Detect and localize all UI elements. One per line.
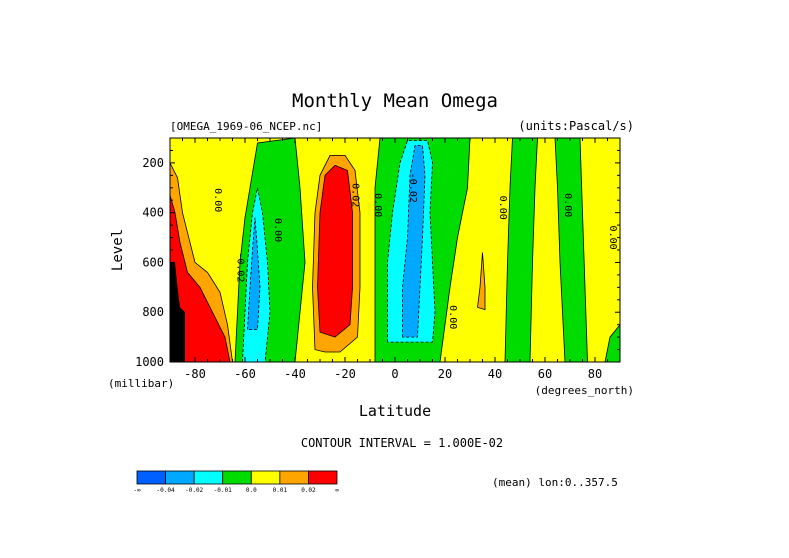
contour-region-blue_light-5 bbox=[402, 145, 426, 338]
y-tick-label-3: 800 bbox=[142, 305, 164, 319]
x-tick-label-5: 20 bbox=[438, 367, 452, 381]
y-axis-ticks: 200 400 600 800 1000 bbox=[135, 137, 620, 369]
contour-fill: 0.00 0.00 -0.02 0.02 0.00 -0.02 0.00 0.00 0.00 0.… bbox=[170, 138, 620, 362]
y-tick-label-0: 200 bbox=[142, 156, 164, 170]
x-tick-label-2: -40 bbox=[284, 367, 306, 381]
footnote: (mean) lon:0..357.5 bbox=[492, 476, 618, 489]
colorbar-swatch-5 bbox=[279, 470, 309, 485]
y-tick-label-4: 1000 bbox=[135, 355, 164, 369]
contour-label-0: 0.00 bbox=[212, 188, 223, 212]
contour-label-5: -0.02 bbox=[407, 173, 418, 203]
colorbar-swatch-4 bbox=[250, 470, 281, 485]
x-tick-label-0: -80 bbox=[184, 367, 206, 381]
contour-label-8: 0.00 bbox=[562, 193, 573, 217]
x-tick-label-8: 80 bbox=[588, 367, 602, 381]
colorbar-label-3: -0.01 bbox=[214, 487, 232, 494]
colorbar-label-1: -0.04 bbox=[157, 487, 175, 494]
units-label: (units:Pascal/s) bbox=[518, 119, 634, 133]
contour-label-6: 0.00 bbox=[447, 305, 458, 329]
contour-region-green-8 bbox=[604, 324, 620, 362]
contour-interval: CONTOUR INTERVAL = 1.000E-02 bbox=[301, 436, 503, 450]
colorbar-label-2: -0.02 bbox=[185, 487, 203, 494]
contour-region-orange-13 bbox=[477, 252, 486, 311]
chart-title: Monthly Mean Omega bbox=[292, 90, 498, 112]
contour-label-1: 0.00 bbox=[272, 218, 283, 242]
x-tick-label-1: -60 bbox=[234, 367, 256, 381]
y-tick-label-2: 600 bbox=[142, 255, 164, 269]
contour-label-3: 0.02 bbox=[350, 183, 361, 207]
x-tick-label-3: -20 bbox=[334, 367, 356, 381]
contour-region-green-6 bbox=[504, 138, 538, 362]
x-tick-label-6: 40 bbox=[488, 367, 502, 381]
x-tick-label-4: 0 bbox=[391, 367, 398, 381]
missing-data-region-0 bbox=[170, 262, 185, 362]
colorbar-swatch-0 bbox=[136, 470, 166, 485]
colorbar-label-5: 0.01 bbox=[273, 487, 288, 494]
x-axis-label: Latitude bbox=[359, 402, 431, 420]
colorbar: -∞ -0.04 -0.02 -0.01 0.0 0.01 0.02 ∞ bbox=[133, 470, 339, 494]
contour-label-7: 0.00 bbox=[497, 196, 508, 220]
x-axis-units: (degrees_north) bbox=[535, 384, 634, 397]
colorbar-swatch-6 bbox=[308, 470, 338, 485]
colorbar-swatch-3 bbox=[222, 470, 252, 485]
x-axis-ticks: -80 -60 -40 -20 0 20 40 60 80 bbox=[169, 138, 621, 381]
contour-region-red-10 bbox=[317, 164, 353, 338]
colorbar-label-4: 0.0 bbox=[246, 487, 257, 494]
colorbar-label-0: -∞ bbox=[133, 487, 141, 494]
contour-label-2: -0.02 bbox=[235, 252, 246, 282]
plot-area: 0.00 0.00 -0.02 0.02 0.00 -0.02 0.00 0.00 0.00 0.… bbox=[169, 137, 621, 363]
contour-label-9: 0.00 bbox=[607, 226, 618, 250]
y-axis-label: Level bbox=[110, 229, 126, 271]
colorbar-swatch-2 bbox=[193, 470, 224, 485]
dataset-label: [OMEGA_1969-06_NCEP.nc] bbox=[170, 120, 322, 133]
y-tick-label-1: 400 bbox=[142, 206, 164, 220]
contour-region-blue_light-2 bbox=[247, 217, 261, 331]
colorbar-swatch-1 bbox=[165, 470, 195, 485]
x-tick-label-7: 60 bbox=[538, 367, 552, 381]
y-axis-units: (millibar) bbox=[108, 377, 174, 390]
contour-region-green-7 bbox=[554, 138, 588, 362]
colorbar-label-7: ∞ bbox=[335, 487, 339, 494]
contour-label-4: 0.00 bbox=[372, 193, 383, 217]
colorbar-label-6: 0.02 bbox=[301, 487, 316, 494]
